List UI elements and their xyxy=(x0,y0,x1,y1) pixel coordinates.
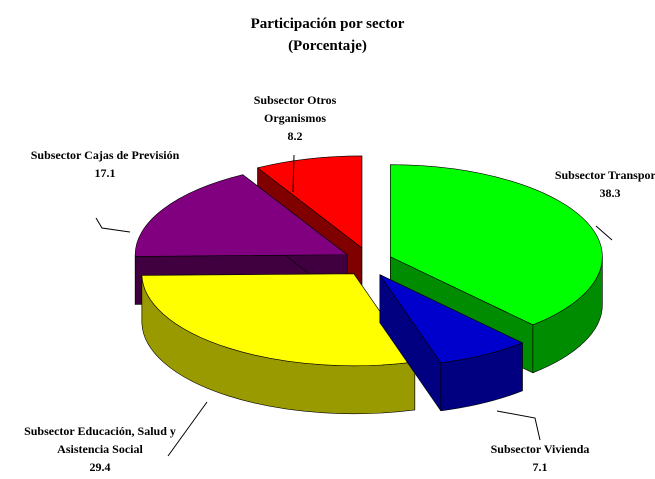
slice-value: 7.1 xyxy=(532,460,548,474)
leader-line xyxy=(167,401,208,457)
slice-value: 38.3 xyxy=(599,186,621,200)
slice-name: Subsector Vivienda xyxy=(490,442,590,456)
slice-top xyxy=(141,273,416,367)
leader-line xyxy=(292,154,295,193)
leader-line xyxy=(496,410,541,441)
pie-slice xyxy=(379,274,523,412)
slice-label: Subsector Transporte 38.3 xyxy=(535,166,655,202)
slice-label: Subsector Educación, Salud y Asistencia … xyxy=(0,422,200,476)
chart-title: Participación por sector xyxy=(250,16,405,32)
leader-line xyxy=(595,225,613,241)
slice-top xyxy=(257,155,363,249)
slice-value: 29.4 xyxy=(89,460,111,474)
slice-value: 8.2 xyxy=(287,129,303,143)
slice-label: Subsector Vivienda 7.1 xyxy=(470,440,610,476)
slice-name: Subsector Cajas de Previsión xyxy=(30,148,180,162)
chart-subtitle: (Porcentaje) xyxy=(288,38,367,54)
slice-label: Subsector Cajas de Previsión 17.1 xyxy=(30,146,180,182)
slice-top xyxy=(134,174,348,257)
pie-slice xyxy=(141,273,416,415)
slice-value: 17.1 xyxy=(94,166,116,180)
slice-label: Subsector Otros Organismos 8.2 xyxy=(235,91,355,145)
slice-top xyxy=(379,274,523,364)
slice-top xyxy=(390,164,603,326)
leader-line xyxy=(95,217,131,233)
slice-name: Subsector Transporte xyxy=(554,168,655,182)
slice-name: Subsector Otros Organismos xyxy=(253,93,337,125)
slice-name: Subsector Educación, Salud y Asistencia … xyxy=(24,424,176,456)
